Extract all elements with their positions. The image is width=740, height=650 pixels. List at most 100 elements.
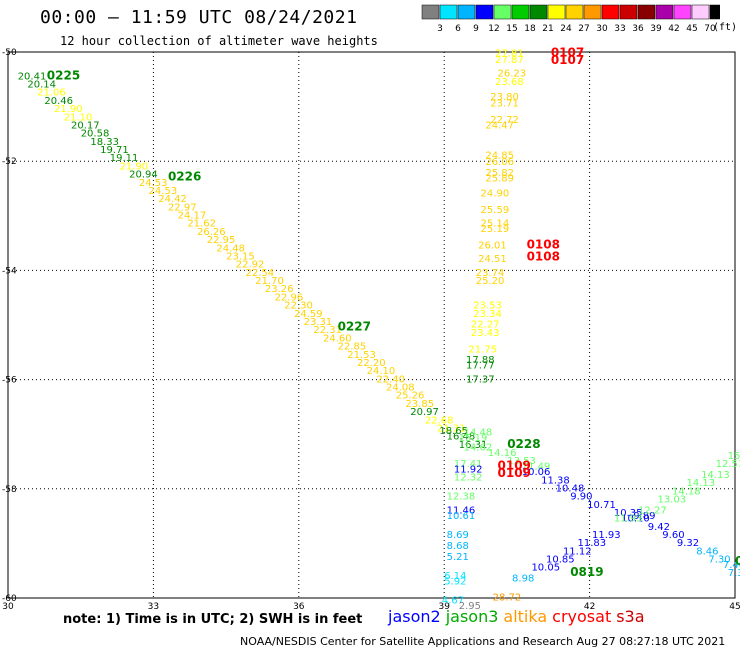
swh-value: 20.97 — [410, 407, 439, 418]
swh-value: 10.10 — [621, 514, 650, 525]
swh-value: 14.13 — [701, 470, 730, 481]
scale-swatch — [565, 4, 584, 20]
swh-value: 26.26 — [197, 227, 226, 238]
swh-value: 12.38 — [447, 492, 476, 503]
pass-time-label: 0226 — [168, 169, 201, 183]
swh-value: 24.48 — [216, 243, 245, 254]
swh-value: 11.49 — [522, 462, 551, 473]
pass-time-label: 02 — [735, 554, 740, 568]
swh-value: 22.40 — [376, 374, 405, 385]
swh-value: 11.93 — [614, 514, 643, 525]
scale-swatch — [421, 4, 440, 20]
swh-value: 24.17 — [178, 211, 207, 222]
color-scale-unit: (ft) — [713, 22, 738, 33]
swh-value: 26.23 — [498, 69, 527, 80]
scale-label: 45 — [686, 24, 697, 34]
scale-label: 36 — [632, 24, 644, 34]
swh-value: 17.88 — [466, 355, 495, 366]
swh-value: 21.70 — [255, 276, 284, 287]
swh-value: 8.69 — [447, 530, 469, 541]
swh-value: 10.06 — [522, 467, 551, 478]
swh-value: 10.71 — [587, 500, 616, 511]
swh-value: 22.97 — [168, 202, 197, 213]
scale-swatch — [619, 4, 638, 20]
swh-value: 16.31 — [459, 440, 488, 451]
swh-value: 10.85 — [546, 555, 575, 566]
swh-value: 10.48 — [556, 484, 585, 495]
pass-time-label: 0225 — [47, 68, 80, 82]
swh-value: 21.06 — [37, 88, 66, 99]
swh-value: 25.26 — [396, 391, 425, 402]
scale-label: 15 — [506, 24, 517, 34]
scale-label: 30 — [596, 24, 608, 34]
swh-value: 23.26 — [265, 284, 294, 295]
swh-value: 11.83 — [577, 538, 606, 549]
swh-value: 11.46 — [447, 505, 476, 516]
lat-tick-label: -60 — [2, 594, 17, 604]
swh-value: 26.01 — [478, 241, 507, 252]
pass-time-label: 0107 — [551, 45, 584, 59]
swh-value: 12.32 — [454, 473, 483, 484]
swh-value: 24.10 — [367, 366, 396, 377]
scale-label: 12 — [488, 24, 499, 34]
swh-value: 19.11 — [110, 153, 139, 164]
swh-value: 10.35 — [614, 508, 643, 519]
swh-value: 9.90 — [570, 492, 592, 503]
swh-value: 24.85 — [485, 150, 514, 161]
swh-value: 22.30 — [284, 301, 313, 312]
swh-value: 25.14 — [481, 219, 510, 230]
swh-value: 23.53 — [473, 301, 502, 312]
swh-value: 25.82 — [485, 168, 514, 179]
swh-value: 18.33 — [90, 137, 119, 148]
swh-value: 11.12 — [563, 546, 592, 557]
swh-value: 13.03 — [657, 494, 686, 505]
lon-tick-label: 36 — [293, 602, 305, 610]
swh-value: 24.08 — [386, 383, 415, 394]
swh-value: 10.05 — [531, 563, 560, 574]
swh-value: 16.48 — [447, 432, 476, 443]
swh-value: 23.68 — [495, 77, 524, 88]
swh-value: 24.60 — [323, 333, 352, 344]
lat-tick-label: -54 — [2, 266, 17, 276]
scale-label: 70 — [704, 24, 716, 34]
scale-swatch — [637, 4, 656, 20]
legend-item-jason3: jason3 — [445, 607, 499, 626]
scale-swatch — [547, 4, 566, 20]
legend-item-jason2: jason2 — [388, 607, 441, 626]
swh-value: 20.94 — [129, 170, 158, 181]
page-subtitle: 12 hour collection of altimeter wave hei… — [60, 34, 378, 48]
lon-tick-label: 39 — [438, 602, 450, 610]
swh-value: 12.27 — [638, 505, 667, 516]
swh-value: 21.10 — [64, 112, 93, 123]
swh-value: 20.46 — [44, 96, 73, 107]
swh-value: 12.51 — [716, 459, 740, 470]
swh-value: 22.96 — [275, 292, 304, 303]
lon-tick-label: 42 — [584, 602, 595, 610]
swh-value: 14.18 — [672, 486, 701, 497]
swh-value: 22.95 — [207, 235, 236, 246]
satellite-legend: jason2 jason3 altika cryosat s3a — [388, 607, 650, 626]
swh-value: 14.48 — [464, 427, 493, 438]
swh-value: 21.90 — [119, 161, 148, 172]
swh-value: 25.19 — [481, 224, 510, 235]
scale-label: 3 — [437, 24, 443, 34]
swh-value: 23.85 — [405, 399, 434, 410]
swh-value: 24.59 — [294, 309, 323, 320]
pass-time-label: 0108 — [527, 238, 560, 252]
swh-value: 22.27 — [471, 320, 500, 331]
map-frame — [7, 51, 736, 599]
swh-value: 24.90 — [481, 189, 510, 200]
swh-value: 21.62 — [187, 219, 216, 230]
scale-label: 42 — [668, 24, 679, 34]
lat-tick-label: -56 — [2, 376, 17, 386]
swh-value: 14.62 — [464, 443, 493, 454]
pass-time-label: 0108 — [527, 250, 560, 264]
swh-value: 23.43 — [471, 328, 500, 339]
swh-value: 15.19 — [459, 433, 488, 444]
scale-swatch — [583, 4, 602, 20]
swh-value: 24.47 — [485, 120, 514, 131]
scale-label: 6 — [455, 24, 461, 34]
swh-value: 5.21 — [447, 552, 469, 563]
swh-value: 9.42 — [648, 522, 670, 533]
scale-swatch — [529, 4, 548, 20]
